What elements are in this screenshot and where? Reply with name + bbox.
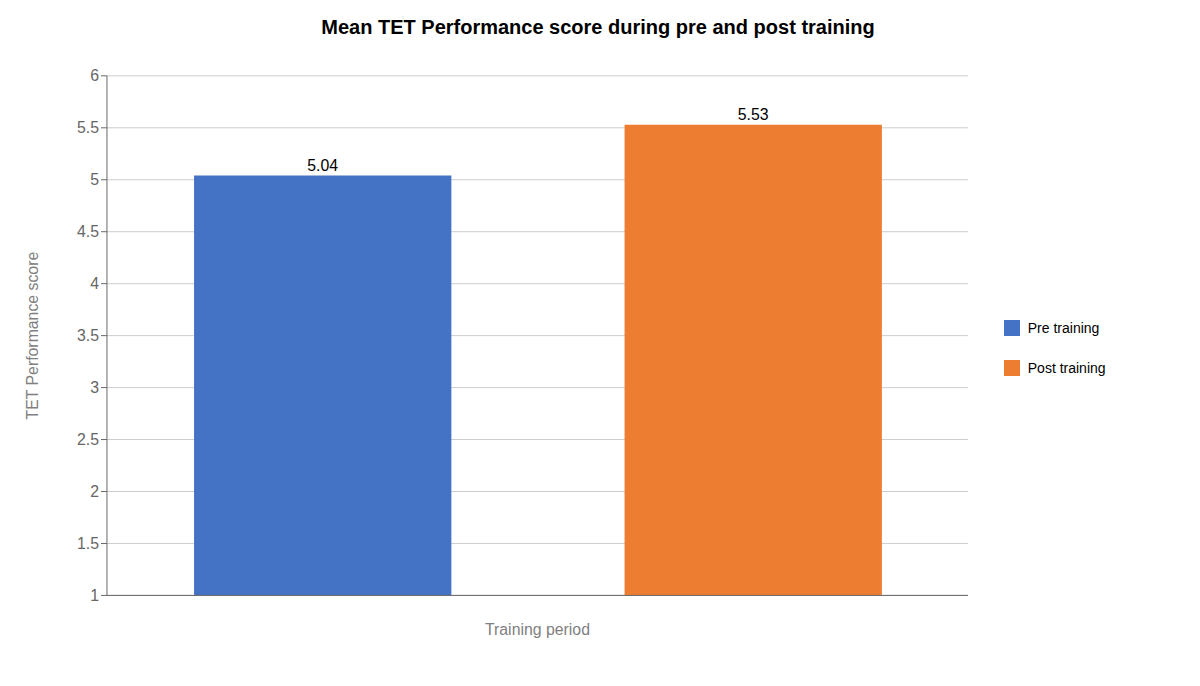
svg-text:3.5: 3.5 (77, 327, 99, 344)
svg-text:4.5: 4.5 (77, 223, 99, 240)
html-text:Mean TET Performance score dur: Mean TET Performance score during pre an… (321, 16, 875, 38)
svg-text:4: 4 (90, 275, 99, 292)
svg-text:5.5: 5.5 (77, 119, 99, 136)
html-text:Pre training: Pre training (1027, 320, 1100, 336)
svg-text:2: 2 (90, 483, 99, 500)
svg-text:2.5: 2.5 (77, 431, 99, 448)
svg-text:6: 6 (90, 67, 99, 84)
svg-text:5.04: 5.04 (307, 157, 338, 174)
svg-text:1.5: 1.5 (77, 535, 99, 552)
svg-text:1: 1 (90, 587, 99, 604)
svg-text:3: 3 (90, 379, 99, 396)
html-text:Post training: Post training (1027, 360, 1106, 376)
svg-text:5.53: 5.53 (738, 106, 769, 123)
svg-text:Training period: Training period (485, 621, 590, 638)
svg-text:TET Performance score: TET Performance score (24, 252, 41, 420)
svg-text:5: 5 (90, 171, 99, 188)
